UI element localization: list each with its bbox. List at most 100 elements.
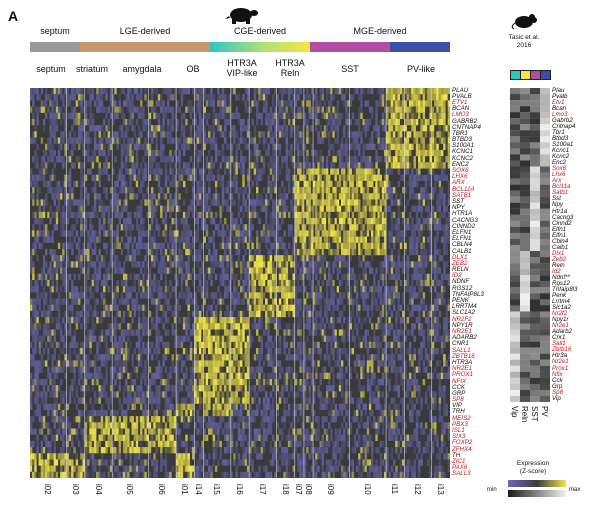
- heatmap-cell: [447, 156, 450, 163]
- heatmap-cell: [64, 106, 67, 113]
- heatmap-cell: [375, 125, 378, 132]
- heatmap-cell: [249, 187, 252, 194]
- group-label-pv: PV-like: [406, 64, 435, 74]
- heatmap-cell: [96, 273, 99, 280]
- heatmap-cell: [157, 100, 161, 107]
- heatmap-cell: [274, 106, 277, 113]
- heatmap-cell: [98, 193, 101, 200]
- heatmap-cell: [237, 118, 241, 126]
- heatmap-cell: [347, 242, 350, 250]
- heatmap-cell: [185, 317, 188, 324]
- heatmap-cell: [176, 224, 179, 231]
- heatmap-cell: [262, 131, 266, 138]
- heatmap-cell: [306, 137, 309, 144]
- heatmap-cell: [140, 304, 143, 311]
- heatmap-cell: [64, 273, 67, 280]
- heatmap-cell: [343, 317, 346, 324]
- heatmap-cell: [148, 118, 152, 126]
- heatmap-cell: [109, 248, 113, 256]
- heatmap-cell: [40, 106, 44, 113]
- heatmap-cell: [120, 248, 124, 256]
- heatmap-cell: [75, 255, 79, 262]
- heatmap-cell: [334, 255, 337, 262]
- heatmap-cell: [262, 94, 266, 101]
- heatmap-cell: [140, 112, 143, 120]
- heatmap-cell: [381, 211, 385, 219]
- heatmap-cell: [164, 180, 168, 188]
- heatmap-cell: [278, 317, 282, 324]
- heatmap-cell: [49, 174, 52, 181]
- heatmap-cell: [233, 199, 236, 206]
- heatmap-cell: [445, 224, 448, 231]
- heatmap-cell: [51, 131, 54, 138]
- heatmap-cell: [114, 267, 117, 274]
- heatmap-cell: [356, 131, 359, 138]
- heatmap-cell: [157, 292, 161, 299]
- heatmap-cell: [144, 323, 147, 330]
- heatmap-cell: [93, 156, 97, 163]
- heatmap-cell: [447, 149, 450, 157]
- heatmap-cell: [436, 298, 439, 305]
- heatmap-cell: [415, 304, 419, 311]
- heatmap-cell: [323, 236, 327, 243]
- heatmap-cell: [260, 131, 264, 138]
- heatmap-cell: [51, 112, 54, 120]
- heatmap-cell: [40, 218, 44, 225]
- heatmap-cell: [281, 304, 284, 311]
- heatmap-cell: [413, 224, 416, 231]
- heatmap-cell: [395, 118, 398, 126]
- heatmap-cell: [260, 193, 264, 200]
- heatmap-cell: [114, 112, 117, 120]
- heatmap-cell: [334, 125, 337, 132]
- heatmap-cell: [196, 100, 200, 107]
- heatmap-cell: [340, 323, 344, 330]
- heatmap-cell: [262, 261, 266, 268]
- heatmap-cell: [424, 255, 428, 262]
- heatmap-cell: [137, 143, 141, 150]
- heatmap-cell: [32, 88, 35, 95]
- heatmap-cell: [356, 205, 359, 212]
- heatmap-cell: [388, 187, 391, 194]
- heatmap-cell: [262, 236, 266, 243]
- heatmap-cell: [375, 187, 378, 194]
- heatmap-cell: [294, 292, 298, 299]
- heatmap-cell: [75, 323, 79, 330]
- heatmap-cell: [133, 329, 137, 336]
- heatmap-cell: [237, 162, 241, 169]
- heatmap-cell: [373, 298, 376, 305]
- heatmap-cell: [424, 279, 428, 287]
- heatmap-cell: [244, 323, 248, 330]
- heatmap-cell: [281, 261, 284, 268]
- heatmap-cell: [171, 199, 174, 206]
- heatmap-cell: [233, 279, 236, 287]
- heatmap-cell: [356, 298, 359, 305]
- heatmap-cell: [334, 174, 337, 181]
- heatmap-cell: [118, 199, 121, 206]
- heatmap-cell: [408, 118, 412, 126]
- heatmap-cell: [169, 94, 172, 101]
- heatmap-cell: [98, 248, 101, 256]
- heatmap-cell: [336, 255, 340, 262]
- heatmap-cell: [443, 261, 446, 268]
- heatmap-cell: [91, 230, 95, 237]
- heatmap-cell: [281, 106, 284, 113]
- heatmap-cell: [377, 286, 380, 293]
- heatmap-cell: [235, 224, 238, 231]
- heatmap-cell: [240, 335, 243, 342]
- heatmap-cell: [283, 199, 286, 206]
- heatmap-cell: [253, 137, 257, 144]
- heatmap-cell: [368, 137, 372, 144]
- heatmap-cell: [440, 224, 444, 231]
- heatmap-cell: [345, 193, 348, 200]
- heatmap-cell: [203, 218, 206, 225]
- heatmap-cell: [164, 329, 168, 336]
- heatmap-cell: [42, 323, 46, 330]
- heatmap-cell: [371, 267, 374, 274]
- heatmap-cell: [294, 112, 298, 120]
- heatmap-cell: [185, 329, 188, 336]
- heatmap-cell: [308, 230, 311, 237]
- heatmap-cell: [133, 131, 137, 138]
- heatmap-cell: [118, 174, 121, 181]
- heatmap-cell: [431, 193, 435, 200]
- heatmap-cell: [343, 180, 346, 188]
